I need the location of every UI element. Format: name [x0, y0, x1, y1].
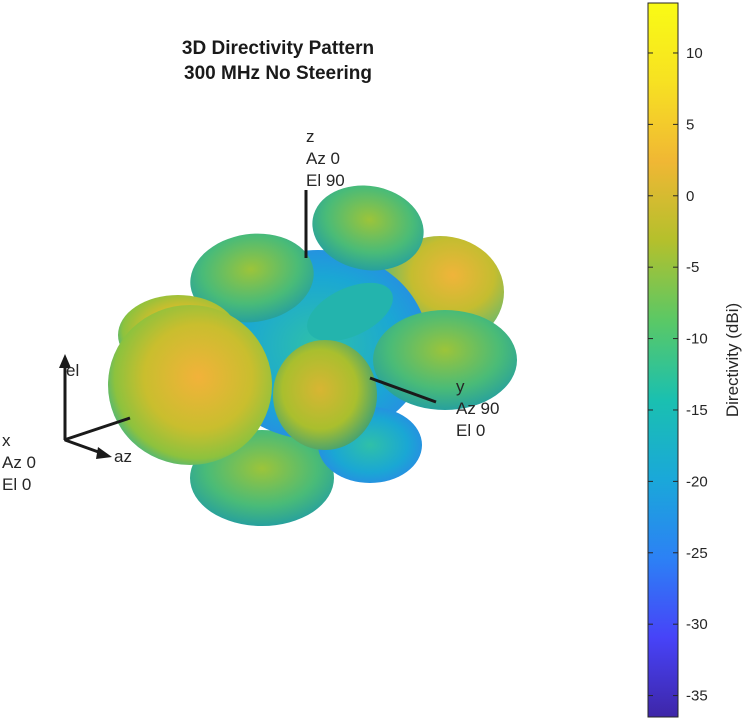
z-axis-az: Az 0	[306, 149, 340, 168]
colorbar-tick-label: -25	[686, 545, 708, 562]
axis-lines	[63, 190, 437, 442]
lobe-front-left	[108, 305, 272, 465]
az-el-indicator	[59, 354, 112, 459]
colorbar-tick-label: -35	[686, 688, 708, 705]
x-axis-el: El 0	[2, 475, 31, 494]
lobe-top-left	[190, 233, 314, 323]
chart-title-line-2: 300 MHz No Steering	[184, 63, 372, 84]
y-axis-az: Az 90	[456, 399, 499, 418]
lobe-top-right	[312, 185, 424, 271]
directivity-surface	[108, 185, 517, 526]
el-label: el	[66, 361, 79, 380]
colorbar-tick-label: -5	[686, 259, 699, 276]
colorbar-tick-label: -30	[686, 616, 708, 633]
z-axis-el: El 90	[306, 171, 345, 190]
colorbar-tick-label: -20	[686, 473, 708, 490]
colorbar-tick-label: -15	[686, 402, 708, 419]
colorbar-tick-label: 10	[686, 45, 703, 62]
lobe-front	[273, 340, 377, 450]
x-axis-line	[63, 416, 131, 442]
colorbar-tick-label: 0	[686, 188, 694, 205]
chart-title-line-1: 3D Directivity Pattern	[182, 38, 374, 59]
y-axis-label: y	[456, 377, 465, 396]
y-axis-line	[369, 376, 437, 404]
el-arrow-head	[59, 354, 71, 368]
z-axis-label: z	[306, 127, 315, 146]
colorbar: 10 5 0 -5 -10 -15 -20 -25 -30 -35 Directivity (dB…	[647, 2, 742, 718]
colorbar-tick-label: 5	[686, 116, 694, 133]
x-axis-label: x	[2, 431, 11, 450]
colorbar-label: Directivity (dBi)	[723, 303, 742, 417]
colorbar-bar	[647, 2, 679, 718]
az-label: az	[114, 447, 132, 466]
y-axis-el: El 0	[456, 421, 485, 440]
lobe-right	[373, 310, 517, 410]
x-axis-az: Az 0	[2, 453, 36, 472]
colorbar-ticks: 10 5 0 -5 -10 -15 -20 -25 -30 -35	[648, 45, 708, 705]
az-arrow-head	[96, 447, 112, 459]
colorbar-tick-label: -10	[686, 331, 708, 348]
lobe-inner	[307, 282, 393, 342]
